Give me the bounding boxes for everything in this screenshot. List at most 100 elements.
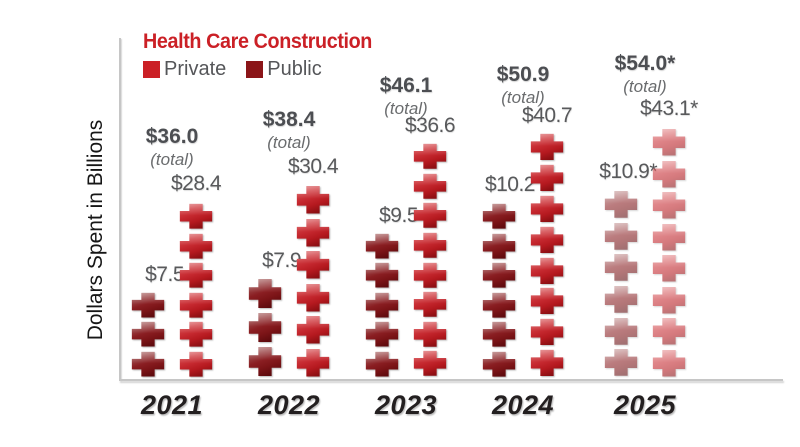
public-bar bbox=[363, 233, 401, 377]
private-cross-icon bbox=[530, 319, 564, 346]
public-cross-icon bbox=[248, 279, 282, 308]
legend: Private Public bbox=[143, 58, 322, 81]
private-cross-icon bbox=[296, 283, 330, 312]
private-cross-icon bbox=[530, 350, 564, 377]
y-axis-label: Dollars Spent in Billions bbox=[84, 119, 107, 341]
private-value-label: $43.1* bbox=[640, 97, 698, 120]
legend-label-private: Private bbox=[164, 58, 227, 80]
public-cross-icon bbox=[131, 322, 165, 347]
year-label: 2022 bbox=[257, 390, 321, 420]
private-cross-icon bbox=[652, 286, 686, 314]
private-cross-icon bbox=[652, 160, 686, 188]
public-cross-icon bbox=[604, 190, 638, 218]
public-cross-icon bbox=[482, 262, 516, 288]
public-cross-icon bbox=[248, 313, 282, 342]
public-cross-icon bbox=[604, 254, 638, 282]
private-cross-icon bbox=[296, 315, 330, 344]
public-bar bbox=[480, 203, 518, 377]
private-bar bbox=[411, 143, 449, 377]
private-cross-icon bbox=[296, 218, 330, 247]
total-label: $36.0 bbox=[145, 125, 199, 148]
public-bar bbox=[129, 292, 167, 377]
public-value-label: $10.2 bbox=[484, 173, 536, 196]
public-cross-icon bbox=[604, 317, 638, 345]
year-label: 2023 bbox=[374, 390, 438, 420]
legend-label-public: Public bbox=[267, 58, 322, 80]
private-cross-icon bbox=[652, 191, 686, 219]
total-sublabel: (total) bbox=[384, 99, 428, 118]
total-label: $38.4 bbox=[262, 108, 316, 131]
private-value-label: $30.4 bbox=[287, 155, 339, 178]
private-cross-icon bbox=[530, 257, 564, 284]
public-cross-icon bbox=[482, 292, 516, 318]
total-sublabel: (total) bbox=[267, 133, 311, 152]
year-label: 2025 bbox=[613, 390, 677, 420]
public-cross-icon bbox=[248, 347, 282, 376]
public-cross-icon bbox=[365, 263, 399, 288]
private-cross-icon bbox=[413, 143, 447, 169]
private-cross-icon bbox=[413, 321, 447, 347]
private-cross-icon bbox=[530, 226, 564, 253]
private-cross-icon bbox=[413, 173, 447, 199]
private-cross-icon bbox=[179, 233, 213, 259]
private-cross-icon bbox=[652, 317, 686, 345]
legend-item-public: Public bbox=[246, 58, 322, 81]
public-value-label: $9.5 bbox=[379, 204, 418, 227]
private-cross-icon bbox=[652, 128, 686, 156]
public-value-label: $10.9* bbox=[599, 160, 657, 183]
public-bar bbox=[246, 278, 284, 377]
public-bar bbox=[602, 190, 640, 377]
total-label: $46.1 bbox=[379, 74, 433, 97]
public-cross-icon bbox=[365, 351, 399, 377]
private-cross-icon bbox=[179, 292, 213, 318]
x-axis-line bbox=[119, 379, 783, 381]
public-value-label: $7.5 bbox=[145, 263, 184, 286]
private-cross-icon bbox=[179, 203, 213, 229]
year-label: 2021 bbox=[140, 390, 204, 420]
private-cross-icon bbox=[413, 262, 447, 288]
private-cross-icon bbox=[296, 348, 330, 377]
year-label: 2024 bbox=[491, 390, 555, 420]
y-axis-line bbox=[119, 38, 121, 380]
chart-title: Health Care Construction bbox=[143, 30, 372, 53]
public-cross-icon bbox=[365, 322, 399, 347]
private-cross-icon bbox=[179, 262, 213, 288]
private-cross-icon bbox=[530, 288, 564, 315]
total-label: $50.9 bbox=[496, 63, 550, 86]
public-cross-icon bbox=[482, 203, 516, 229]
private-cross-icon bbox=[413, 203, 447, 228]
public-cross-icon bbox=[365, 292, 399, 318]
private-bar bbox=[177, 203, 215, 377]
private-cross-icon bbox=[413, 351, 447, 377]
private-bar bbox=[528, 133, 566, 377]
private-value-label: $36.6 bbox=[404, 114, 456, 137]
private-cross-icon bbox=[652, 349, 686, 377]
private-cross-icon bbox=[413, 232, 447, 258]
public-cross-icon bbox=[482, 321, 516, 347]
public-cross-icon bbox=[604, 285, 638, 313]
public-value-label: $7.9 bbox=[262, 249, 301, 272]
public-cross-icon bbox=[131, 292, 165, 318]
public-cross-icon bbox=[365, 233, 399, 259]
public-swatch-icon bbox=[246, 61, 264, 78]
private-cross-icon bbox=[530, 133, 564, 160]
private-cross-icon bbox=[652, 254, 686, 282]
private-cross-icon bbox=[413, 292, 447, 317]
total-sublabel: (total) bbox=[150, 150, 194, 169]
total-sublabel: (total) bbox=[623, 77, 667, 96]
private-swatch-icon bbox=[143, 61, 160, 78]
private-bar bbox=[650, 128, 688, 377]
legend-item-private: Private bbox=[143, 58, 226, 81]
private-cross-icon bbox=[179, 351, 213, 377]
public-cross-icon bbox=[604, 222, 638, 250]
public-cross-icon bbox=[131, 351, 165, 377]
private-value-label: $28.4 bbox=[170, 172, 222, 195]
total-label: $54.0* bbox=[614, 52, 676, 75]
public-cross-icon bbox=[604, 349, 638, 376]
private-cross-icon bbox=[530, 195, 564, 222]
private-cross-icon bbox=[179, 321, 213, 347]
private-bar bbox=[294, 185, 332, 377]
private-cross-icon bbox=[530, 164, 564, 191]
total-sublabel: (total) bbox=[501, 88, 545, 107]
